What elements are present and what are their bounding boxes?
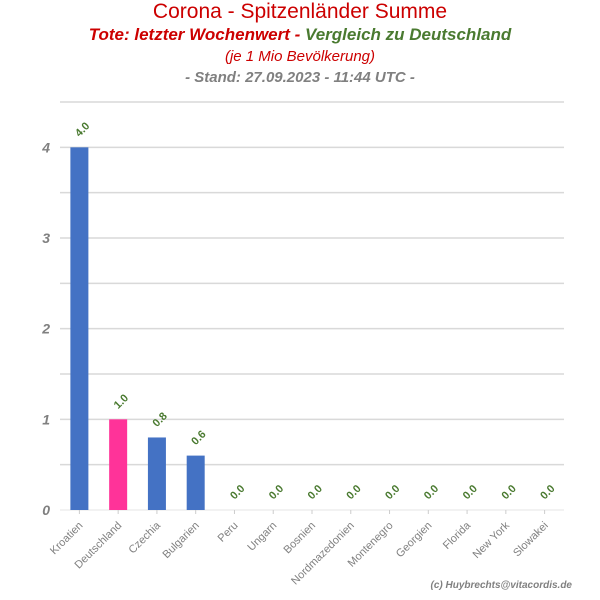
data-label: 0.0	[267, 483, 286, 502]
data-label: 1.0	[112, 392, 131, 411]
data-label: 0.0	[461, 483, 480, 502]
data-label: 0.8	[151, 410, 170, 429]
data-label: 0.0	[538, 483, 557, 502]
x-tick-label: Georgien	[394, 520, 434, 560]
subtitle-comparison-label: Vergleich zu Deutschland	[305, 25, 512, 44]
x-tick-label: Slowakei	[511, 520, 551, 560]
chart-title: Corona - Spitzenländer Summe	[152, 0, 448, 23]
data-label: 0.0	[499, 483, 518, 502]
chart-subtitle: Tote: letzter Wochenwert - Vergleich zu …	[0, 24, 600, 46]
x-tick-label: New York	[471, 519, 513, 561]
x-tick-label: Florida	[441, 519, 474, 552]
data-label: 0.0	[306, 483, 325, 502]
bar-czechia	[147, 437, 166, 510]
x-tick-label: Kroatien	[48, 520, 85, 557]
x-tick-label: Bosnien	[282, 520, 319, 557]
data-label: 4.0	[73, 120, 92, 139]
subtitle-deaths-label: Tote: letzter Wochenwert -	[88, 25, 306, 44]
x-tick-label: Ungarn	[245, 520, 279, 554]
x-tick-label: Peru	[216, 520, 241, 545]
bar-kroatien	[70, 147, 89, 511]
data-label: 0.0	[228, 483, 247, 502]
y-tick-label: 0	[42, 502, 50, 518]
x-tick-label: Bulgarien	[160, 520, 201, 561]
data-label: 0.0	[383, 483, 402, 502]
copyright-credit: (c) Huybrechts@vitacordis.de	[430, 580, 572, 591]
timestamp-label: - Stand: 27.09.2023 - 11:44 UTC -	[185, 69, 415, 86]
bar-deutschland	[109, 419, 128, 510]
data-label: 0.0	[344, 483, 363, 502]
y-tick-label: 3	[42, 230, 50, 246]
y-tick-label: 4	[41, 139, 50, 155]
data-label: 0.6	[189, 428, 208, 447]
bar-bulgarien	[186, 455, 205, 510]
data-label: 0.0	[422, 483, 441, 502]
x-tick-label: Czechia	[126, 519, 163, 556]
y-tick-label: 1	[42, 411, 50, 427]
y-tick-label: 2	[41, 321, 50, 337]
population-note: (je 1 Mio Bevölkerung)	[224, 48, 376, 65]
